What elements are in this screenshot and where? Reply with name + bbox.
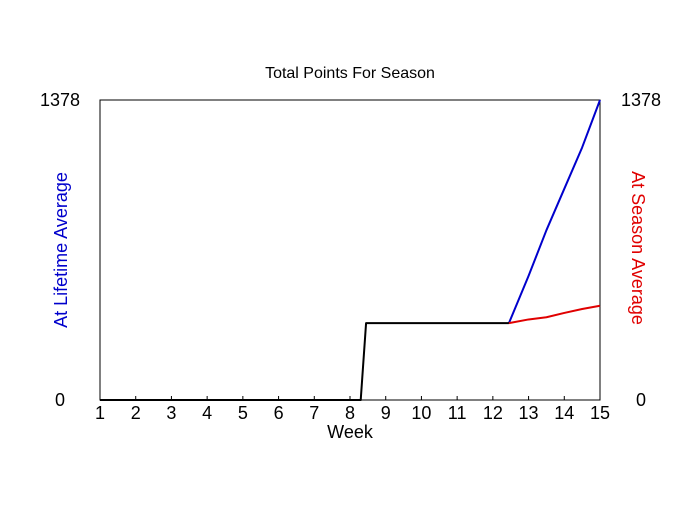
x-tick-label: 7 <box>309 403 319 423</box>
x-tick-label: 4 <box>202 403 212 423</box>
series-line-lifetime <box>508 99 601 324</box>
x-tick-label: 8 <box>345 403 355 423</box>
plot-area <box>99 99 601 401</box>
x-tick-label: 9 <box>381 403 391 423</box>
series-line-actual <box>100 322 509 401</box>
y-tick-right-max: 1378 <box>621 90 661 110</box>
series-group <box>100 99 601 401</box>
x-tick-label: 11 <box>448 403 467 423</box>
x-tick-label: 3 <box>166 403 176 423</box>
x-tick-label: 2 <box>131 403 141 423</box>
x-tick-label: 15 <box>590 403 610 423</box>
y-axis-label-left: At Lifetime Average <box>51 172 71 328</box>
x-tick-label: 12 <box>483 403 503 423</box>
chart-title: Total Points For Season <box>265 65 435 82</box>
x-tick-label: 5 <box>238 403 248 423</box>
x-tick-label: 14 <box>554 403 574 423</box>
x-tick-label: 10 <box>411 403 431 423</box>
x-axis-label: Week <box>327 422 374 442</box>
y-tick-left-max: 1378 <box>40 90 80 110</box>
y-tick-right-min: 0 <box>636 390 646 410</box>
series-line-season <box>508 304 601 325</box>
x-axis-ticks: 1 2 3 4 5 6 7 8 9 10 11 12 13 14 15 <box>95 396 610 423</box>
x-tick-label: 1 <box>95 403 105 423</box>
y-axis-label-right: At Season Average <box>628 171 648 325</box>
y-tick-left-min: 0 <box>55 390 65 410</box>
x-tick-label: 13 <box>519 403 539 423</box>
x-tick-label: 6 <box>274 403 284 423</box>
